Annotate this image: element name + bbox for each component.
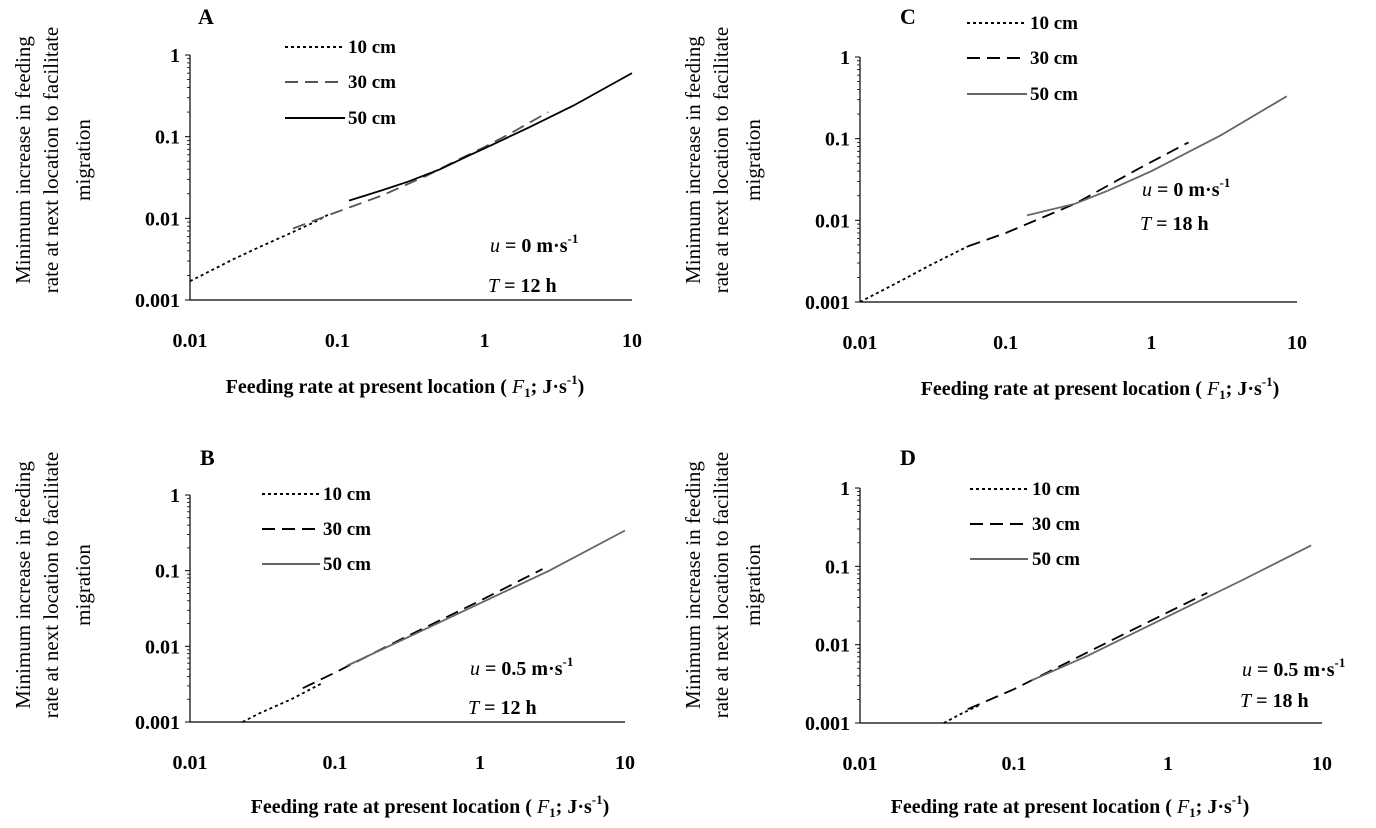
y-tick-label: 1: [170, 45, 180, 67]
panel-letter: B: [200, 445, 215, 470]
y-axis-label-line: rate at next location to facilitate: [709, 452, 733, 718]
y-tick-label: 0.01: [145, 636, 180, 658]
legend-label: 10 cm: [1032, 479, 1080, 500]
series-line-30-cm: [292, 111, 549, 230]
series-line-30-cm: [967, 591, 1208, 711]
x-tick-label: 10: [622, 330, 642, 352]
x-tick-label: 1: [475, 752, 485, 774]
x-axis-label: Feeding rate at present location ( F1; J…: [921, 374, 1280, 402]
x-tick-label: 0.1: [993, 332, 1018, 354]
x-tick-label: 10: [1312, 753, 1332, 775]
series-line-50-cm: [346, 529, 626, 667]
annotation-time: T = 18 h: [1140, 213, 1209, 235]
legend-label: 50 cm: [1030, 84, 1078, 105]
legend-label: 10 cm: [1030, 13, 1078, 34]
y-tick-label: 0.1: [825, 129, 850, 151]
annotation-time: T = 18 h: [1240, 690, 1309, 712]
legend-label: 30 cm: [348, 72, 396, 93]
x-tick-label: 0.1: [1002, 753, 1027, 775]
panel-letter: D: [900, 445, 916, 470]
x-tick-label: 0.1: [323, 752, 348, 774]
annotation-velocity: u = 0 m·s-1: [1142, 175, 1230, 201]
annotation-velocity: u = 0 m·s-1: [490, 231, 578, 257]
series-line-10-cm: [189, 212, 332, 283]
y-axis-label-line: rate at next location to facilitate: [709, 27, 733, 293]
y-axis-label-line: migration: [741, 544, 765, 626]
panel-letter: A: [198, 4, 214, 29]
x-axis-label: Feeding rate at present location ( F1; J…: [226, 372, 585, 400]
y-axis-label-line: Minimum increase in feeding: [681, 36, 705, 284]
series-line-10-cm: [943, 704, 981, 724]
x-axis-label: Feeding rate at present location ( F1; J…: [891, 792, 1250, 820]
x-tick-label: 0.01: [173, 330, 208, 352]
y-tick-label: 0.01: [815, 635, 850, 657]
x-tick-label: 10: [1287, 332, 1307, 354]
legend-label: 50 cm: [323, 554, 371, 575]
x-tick-label: 0.01: [843, 332, 878, 354]
annotation-velocity: u = 0.5 m·s-1: [470, 654, 573, 680]
y-tick-label: 0.01: [145, 208, 180, 230]
y-tick-label: 0.001: [135, 290, 180, 312]
y-axis-label-line: migration: [71, 119, 95, 201]
x-tick-label: 1: [1163, 753, 1173, 775]
legend-label: 30 cm: [1032, 514, 1080, 535]
legend-label: 10 cm: [348, 37, 396, 58]
annotation-velocity: u = 0.5 m·s-1: [1242, 655, 1345, 681]
y-tick-label: 0.001: [805, 713, 850, 735]
x-axis-label: Feeding rate at present location ( F1; J…: [251, 792, 610, 820]
y-tick-label: 0.001: [135, 712, 180, 734]
y-tick-label: 0.1: [825, 556, 850, 578]
x-tick-label: 10: [615, 752, 635, 774]
x-tick-label: 0.1: [325, 330, 350, 352]
annotation-time: T = 12 h: [488, 275, 557, 297]
legend-label: 10 cm: [323, 484, 371, 505]
y-tick-label: 1: [840, 478, 850, 500]
legend-label: 50 cm: [1032, 549, 1080, 570]
series-line-50-cm: [348, 72, 633, 202]
panel-a: 1 0.1 0.01 0.001 0.01 0.1 1 10 Minimum increase …: [11, 4, 642, 400]
legend-label: 30 cm: [323, 519, 371, 540]
y-axis-label-line: migration: [741, 119, 765, 201]
y-axis-label-line: rate at next location to facilitate: [39, 27, 63, 293]
x-tick-label: 1: [1146, 332, 1156, 354]
series-line-30-cm: [967, 141, 1189, 248]
series-line-50-cm: [1026, 95, 1288, 217]
y-tick-label: 1: [170, 485, 180, 507]
y-axis-label-line: Minimum increase in feeding: [11, 36, 35, 284]
legend-label: 50 cm: [348, 108, 396, 129]
panel-c: 1 0.1 0.01 0.001 0.01 0.1 1 10 Minimum increase …: [681, 4, 1307, 402]
y-axis-label-line: Minimum increase in feeding: [11, 461, 35, 709]
y-axis-label-line: Minimum increase in feeding: [681, 461, 705, 709]
y-tick-label: 0.001: [805, 292, 850, 314]
y-axis-label-line: rate at next location to facilitate: [39, 452, 63, 718]
y-tick-label: 0.1: [155, 561, 180, 583]
x-tick-label: 0.01: [173, 752, 208, 774]
legend-label: 30 cm: [1030, 48, 1078, 69]
annotation-time: T = 12 h: [468, 697, 537, 719]
y-tick-label: 1: [840, 47, 850, 69]
panel-d: 1 0.1 0.01 0.001 0.01 0.1 1 10 Minimum increase …: [681, 445, 1345, 820]
series-line-10-cm: [859, 245, 969, 303]
series-line-10-cm: [242, 683, 322, 723]
x-tick-label: 1: [480, 330, 490, 352]
series-line-30-cm: [302, 568, 543, 690]
y-axis-label-line: migration: [71, 544, 95, 626]
panel-letter: C: [900, 4, 916, 29]
y-tick-label: 0.1: [155, 127, 180, 149]
panel-b: 1 0.1 0.01 0.001 0.01 0.1 1 10 Minimum increase …: [11, 445, 635, 820]
series-line-50-cm: [1031, 544, 1312, 682]
y-tick-label: 0.01: [815, 210, 850, 232]
x-tick-label: 0.01: [843, 753, 878, 775]
